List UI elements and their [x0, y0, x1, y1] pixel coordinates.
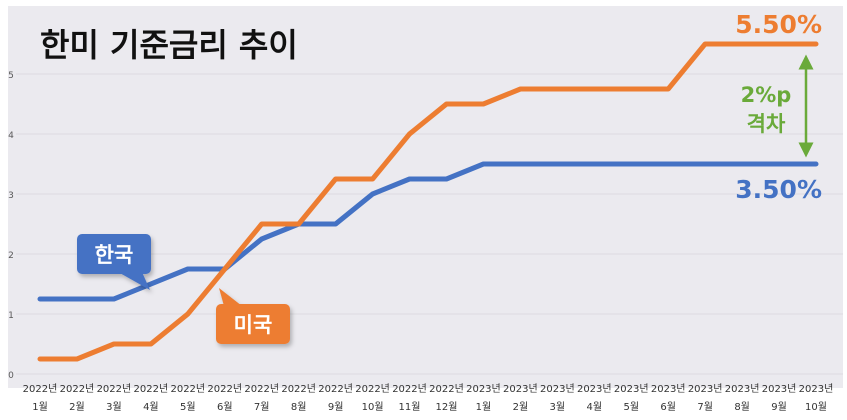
us-value-label: 5.50% [735, 10, 822, 39]
x-tick-year: 2023년 [503, 383, 538, 395]
x-tick-month: 9월 [771, 401, 787, 413]
y-tick-label: 3 [8, 191, 14, 201]
x-tick-year: 2023년 [540, 383, 575, 395]
x-tick-month: 5월 [180, 401, 196, 413]
us-callout-pointer [219, 288, 242, 306]
x-tick-month: 4월 [143, 401, 159, 413]
x-tick-month: 10월 [805, 401, 827, 413]
chart-title: 한미 기준금리 추이 [40, 26, 298, 64]
us-callout-box [216, 304, 290, 344]
x-tick-year: 2023년 [762, 383, 797, 395]
gap-label-line1: 2%p [741, 83, 792, 107]
x-tick-year: 2022년 [23, 383, 58, 395]
gridlines [16, 73, 843, 375]
x-tick-year: 2022년 [134, 383, 169, 395]
x-tick-month: 3월 [106, 401, 122, 413]
y-tick-label: 4 [8, 131, 14, 141]
y-tick-label: 2 [8, 251, 14, 261]
x-tick-year: 2022년 [170, 383, 205, 395]
x-tick-month: 3월 [550, 401, 566, 413]
us-callout [216, 288, 290, 344]
x-tick-month: 2월 [513, 401, 529, 413]
x-tick-year: 2023년 [577, 383, 612, 395]
x-tick-month: 4월 [587, 401, 603, 413]
x-tick-month: 8월 [291, 401, 307, 413]
x-tick-month: 8월 [734, 401, 750, 413]
x-tick-year: 2023년 [688, 383, 723, 395]
gap-label-line2: 격차 [747, 112, 786, 136]
x-tick-year: 2022년 [429, 383, 464, 395]
x-tick-year: 2022년 [60, 383, 95, 395]
korea-callout-label: 한국 [95, 243, 134, 267]
x-tick-year: 2023년 [799, 383, 834, 395]
x-axis-ticks: 2022년 1월 2022년 2월 2022년 3월 2022년 4월 2022년 5월 2022년… [23, 383, 834, 413]
y-axis-ticks: 0 1 2 3 4 5 [8, 71, 14, 381]
x-tick-year: 2023년 [466, 383, 501, 395]
korea-callout-pointer [118, 272, 150, 290]
y-tick-label: 0 [8, 371, 14, 381]
x-tick-month: 10월 [362, 401, 384, 413]
plot-area [8, 6, 843, 388]
series-line-korea [37, 161, 819, 302]
x-tick-year: 2022년 [207, 383, 242, 395]
y-tick-label: 1 [8, 311, 14, 321]
x-tick-month: 7월 [697, 401, 713, 413]
x-tick-month: 6월 [660, 401, 676, 413]
x-tick-year: 2023년 [614, 383, 649, 395]
korea-callout-box [77, 234, 151, 274]
series-lines [37, 41, 819, 362]
x-tick-month: 2월 [69, 401, 85, 413]
x-tick-month: 11월 [399, 401, 421, 413]
x-tick-month: 1월 [476, 401, 492, 413]
x-tick-month: 7월 [254, 401, 270, 413]
x-tick-month: 5월 [623, 401, 639, 413]
x-tick-year: 2022년 [318, 383, 353, 395]
x-tick-month: 12월 [436, 401, 458, 413]
x-tick-year: 2023년 [725, 383, 760, 395]
x-tick-month: 9월 [328, 401, 344, 413]
series-line-us [37, 41, 819, 362]
x-tick-year: 2022년 [392, 383, 427, 395]
x-tick-month: 1월 [32, 401, 48, 413]
x-tick-month: 6월 [217, 401, 233, 413]
us-callout-label: 미국 [234, 313, 273, 337]
x-tick-year: 2022년 [97, 383, 132, 395]
x-tick-year: 2022년 [281, 383, 316, 395]
y-tick-label: 5 [8, 71, 14, 81]
korea-callout [77, 234, 151, 290]
x-tick-year: 2023년 [651, 383, 686, 395]
x-tick-year: 2022년 [355, 383, 390, 395]
x-tick-year: 2022년 [244, 383, 279, 395]
kr-value-label: 3.50% [735, 175, 822, 204]
